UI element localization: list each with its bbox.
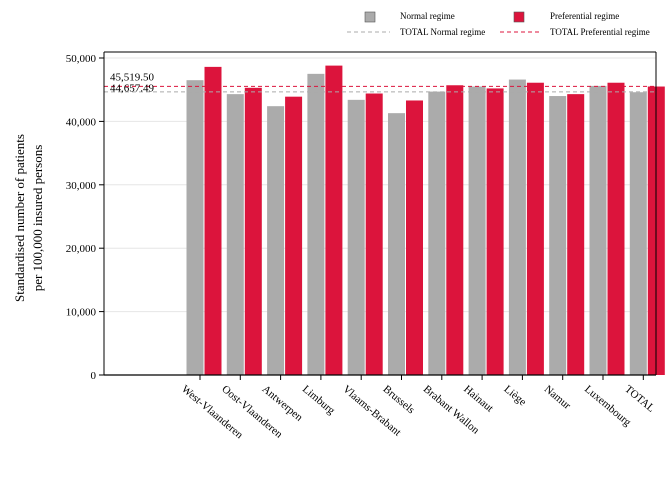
bar-normal-regime xyxy=(267,106,285,376)
bar-normal-regime xyxy=(347,99,365,376)
bar-preferential-regime xyxy=(406,100,423,375)
y-tick-label: 0 xyxy=(91,370,97,382)
bar-preferential-regime xyxy=(365,93,383,375)
legend-label-preferential: Preferential regime xyxy=(550,11,619,21)
y-axis-title-line-2: per 100,000 insured persons xyxy=(30,145,45,292)
bar-preferential-regime xyxy=(325,65,343,375)
bar-normal-regime xyxy=(428,91,446,376)
legend: Normal regime Preferential regime TOTAL … xyxy=(347,11,650,37)
legend-swatch-preferential xyxy=(513,11,525,23)
bar-normal-regime xyxy=(508,79,526,375)
bar-normal-regime xyxy=(186,80,204,375)
bar-normal-regime xyxy=(629,92,647,376)
x-category-label: TOTAL xyxy=(622,383,657,415)
bar-preferential-regime xyxy=(607,82,625,375)
legend-swatch-normal xyxy=(364,11,376,23)
bar-preferential-regime xyxy=(567,94,585,375)
bar-normal-regime xyxy=(226,94,244,375)
legend-label-total-preferential: TOTAL Preferential regime xyxy=(550,27,650,37)
bar-preferential-regime xyxy=(486,88,504,375)
bar-preferential-regime xyxy=(526,82,544,375)
bar-preferential-regime xyxy=(204,66,222,375)
bar-normal-regime xyxy=(388,113,405,376)
bar-normal-regime xyxy=(589,85,607,376)
x-category-label: Hainaut xyxy=(461,383,495,415)
y-axis-title-line-1: Standardised number of patients xyxy=(12,134,27,302)
reference-label-total-preferential: 45,519.50 xyxy=(110,71,155,83)
y-tick-label: 20,000 xyxy=(66,243,97,255)
x-category-label: Liège xyxy=(501,383,528,408)
bar-preferential-regime xyxy=(244,87,262,375)
bar-normal-regime xyxy=(468,86,486,375)
legend-label-normal: Normal regime xyxy=(400,11,455,21)
y-tick-label: 40,000 xyxy=(66,116,97,128)
y-tick-label: 50,000 xyxy=(66,53,97,65)
bar-preferential-regime xyxy=(446,85,464,376)
bar-preferential-regime xyxy=(285,96,303,375)
y-tick-label: 30,000 xyxy=(66,180,97,192)
bar-normal-regime xyxy=(307,73,325,375)
y-axis-title: Standardised number of patients per 100,… xyxy=(12,134,45,302)
y-tick-label: 10,000 xyxy=(66,307,97,319)
reference-label-total-normal: 44,657.49 xyxy=(110,82,155,94)
x-category-label: Namur xyxy=(542,383,573,412)
bar-normal-regime xyxy=(549,96,567,375)
x-category-label: Limburg xyxy=(300,383,337,417)
legend-label-total-normal: TOTAL Normal regime xyxy=(400,27,485,37)
x-category-label: Brussels xyxy=(381,383,417,416)
